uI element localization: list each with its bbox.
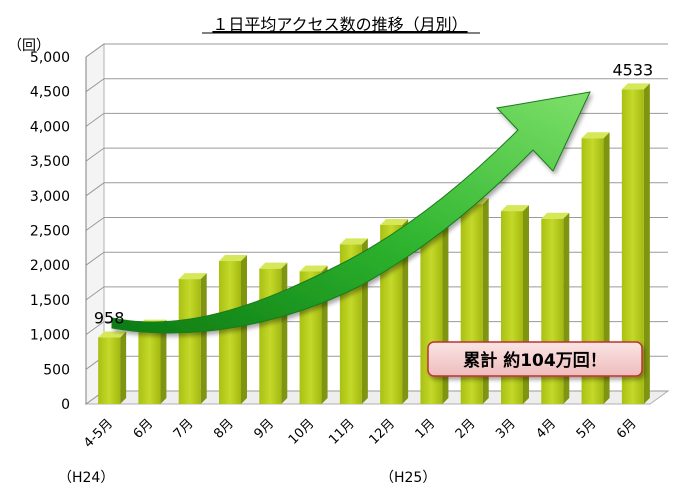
y-tick-label: 1,500 <box>30 293 70 309</box>
callout-background <box>427 341 643 377</box>
period-label-h24: （H24） <box>58 470 114 486</box>
x-tick-label: 6月 <box>614 416 640 442</box>
y-tick-label: 5,000 <box>30 50 70 66</box>
y-tick-label: 2,000 <box>30 258 70 274</box>
y-tick-label: 3,000 <box>30 189 70 205</box>
bar <box>420 222 449 404</box>
x-tick-label: 5月 <box>574 416 600 442</box>
bar <box>259 262 288 404</box>
bar-top <box>501 205 529 212</box>
x-tick-label: 12月 <box>366 416 397 447</box>
x-tick-label: 9月 <box>251 416 277 442</box>
y-tick-label: 3,500 <box>30 154 70 170</box>
y-tick-label: 4,500 <box>30 85 70 101</box>
y-tick-label: 1,000 <box>30 328 70 344</box>
bar-side <box>241 255 247 404</box>
bar <box>98 331 127 404</box>
y-tick-labels: 0 500 1,000 1,500 2,000 2,500 3,000 3,500 4,000 4… <box>30 50 70 413</box>
x-tick-label: 7月 <box>171 416 197 442</box>
bar-top <box>219 255 247 262</box>
gridline <box>85 217 668 231</box>
bar-top <box>581 132 610 139</box>
gridline <box>85 78 668 93</box>
bar <box>581 132 610 404</box>
period-label-h25: （H25） <box>380 470 436 486</box>
bar-side <box>200 273 207 404</box>
bar-face <box>259 268 282 404</box>
bar-face <box>219 261 241 404</box>
gridline <box>85 43 668 58</box>
bar-top <box>541 212 570 219</box>
bar <box>621 83 650 405</box>
bar-side <box>402 218 409 404</box>
y-tick-label: 0 <box>61 397 70 413</box>
plot-floor <box>84 390 670 405</box>
x-tick-label: 1月 <box>413 416 439 442</box>
bar-top <box>299 265 328 272</box>
x-tick-label: 11月 <box>326 416 357 447</box>
bar-face <box>138 325 161 404</box>
y-tick-label: 4,000 <box>30 119 70 135</box>
bar <box>178 273 207 404</box>
bar-face <box>581 138 604 404</box>
y-axis-unit-label: （回） <box>8 38 50 54</box>
x-tick-labels: 4-5月 6月 7月 8月 9月 10月 11月 12月 1月 2月 3月 4月 5月 6月 <box>81 416 640 451</box>
data-label: 4533 <box>612 60 653 79</box>
bar-face <box>178 279 201 404</box>
bar-top <box>178 273 207 280</box>
callout-text: 累計 約104万回！ <box>463 350 606 371</box>
data-label: 958 <box>94 309 125 328</box>
trend-arrow <box>111 91 591 334</box>
y-tick-label: 2,500 <box>30 224 70 240</box>
bar <box>219 255 247 404</box>
bar-side <box>160 319 167 404</box>
gridline <box>85 182 668 197</box>
bar-top <box>621 83 650 90</box>
x-tick-label: 4-5月 <box>81 416 116 451</box>
x-tick-label: 2月 <box>453 416 479 442</box>
y-tick-label: 500 <box>43 362 70 378</box>
data-labels: 958 4533 <box>94 60 653 327</box>
bar-top <box>259 262 288 269</box>
bar-face <box>420 228 443 404</box>
x-tick-label: 4月 <box>533 416 559 442</box>
gridline <box>85 112 668 127</box>
gridline <box>85 286 668 301</box>
x-tick-label: 10月 <box>286 416 317 447</box>
bar-side <box>281 262 288 404</box>
bar-side <box>603 132 610 404</box>
trend-arrow-path <box>111 91 591 334</box>
bar-side <box>120 331 127 404</box>
bar-face <box>621 89 644 405</box>
bar-top <box>98 331 127 338</box>
bar-top <box>339 238 368 245</box>
x-tick-label: 6月 <box>131 416 157 442</box>
callout-box: 累計 約104万回！ <box>427 341 643 377</box>
bar-face <box>98 337 121 404</box>
bar-top <box>380 218 409 225</box>
bar-side <box>442 222 449 404</box>
chart-title: １日平均アクセス数の推移（月別） <box>212 15 467 34</box>
x-tick-label: 8月 <box>211 416 237 442</box>
x-tick-label: 3月 <box>493 416 519 442</box>
gridline <box>85 147 668 162</box>
bar-side <box>643 83 650 405</box>
